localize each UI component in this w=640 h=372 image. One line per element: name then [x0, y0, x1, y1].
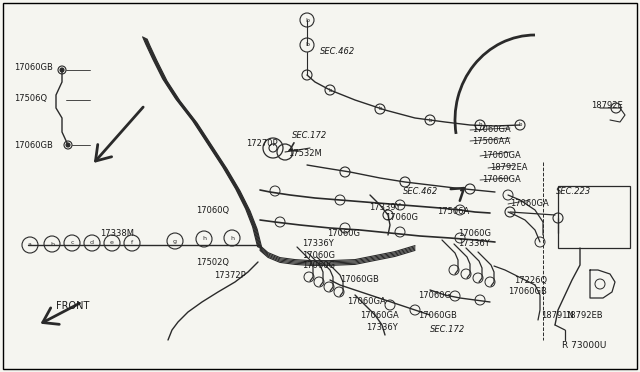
- Text: b: b: [305, 42, 309, 48]
- Text: b: b: [478, 122, 482, 128]
- Text: 17226Q: 17226Q: [514, 276, 547, 285]
- Circle shape: [66, 143, 70, 147]
- Text: 17060G: 17060G: [458, 228, 491, 237]
- Text: 17338M: 17338M: [100, 228, 134, 237]
- Text: 17060G: 17060G: [302, 260, 335, 269]
- Text: 18792E: 18792E: [591, 102, 623, 110]
- Text: 18791N: 18791N: [541, 311, 574, 321]
- Text: 17339Y: 17339Y: [369, 202, 401, 212]
- Text: 17060G: 17060G: [385, 214, 418, 222]
- Text: 17506Q: 17506Q: [14, 94, 47, 103]
- Text: h: h: [230, 235, 234, 241]
- Text: f: f: [131, 241, 133, 246]
- Text: 17060GB: 17060GB: [14, 64, 53, 73]
- Text: e: e: [110, 241, 114, 246]
- Text: 17336Y: 17336Y: [366, 324, 397, 333]
- Text: b: b: [328, 87, 332, 93]
- Text: 17060GA: 17060GA: [510, 199, 548, 208]
- Text: 17060Q: 17060Q: [196, 205, 229, 215]
- Text: SEC.462: SEC.462: [403, 187, 438, 196]
- Text: a: a: [28, 243, 32, 247]
- Text: SEC.223: SEC.223: [556, 187, 591, 196]
- Text: 17060GB: 17060GB: [14, 141, 53, 150]
- Text: b: b: [518, 122, 522, 128]
- Text: g: g: [173, 238, 177, 244]
- Text: 17336Y: 17336Y: [458, 238, 490, 247]
- Circle shape: [60, 68, 64, 72]
- Text: 17506AA: 17506AA: [472, 137, 510, 145]
- Text: 17060GB: 17060GB: [418, 311, 457, 320]
- Text: 17336Y: 17336Y: [302, 240, 333, 248]
- Text: FRONT: FRONT: [56, 301, 90, 311]
- Text: 17060GB: 17060GB: [340, 276, 379, 285]
- Text: h: h: [202, 237, 206, 241]
- Text: 17060GA: 17060GA: [482, 151, 521, 160]
- Text: d: d: [90, 241, 94, 246]
- Text: b: b: [305, 17, 309, 22]
- Text: 17060GA: 17060GA: [347, 298, 386, 307]
- Text: 17060GA: 17060GA: [482, 176, 521, 185]
- Text: 17502Q: 17502Q: [196, 259, 229, 267]
- Text: 17060G: 17060G: [302, 250, 335, 260]
- Text: R 73000U: R 73000U: [562, 341, 606, 350]
- Text: 17532M: 17532M: [288, 148, 322, 157]
- Text: b: b: [378, 106, 381, 112]
- Text: 17060GA: 17060GA: [360, 311, 399, 321]
- Text: b: b: [50, 241, 54, 247]
- Text: SEC.172: SEC.172: [430, 326, 465, 334]
- Text: 17060G: 17060G: [418, 291, 451, 299]
- Text: SEC.172: SEC.172: [292, 131, 327, 141]
- Text: SEC.462: SEC.462: [320, 48, 355, 57]
- Text: c: c: [70, 241, 74, 246]
- Text: 17060GA: 17060GA: [472, 125, 511, 135]
- Text: 17506A: 17506A: [437, 208, 469, 217]
- Text: 17372P: 17372P: [214, 272, 246, 280]
- Text: 17060G: 17060G: [327, 228, 360, 237]
- Text: 17270P: 17270P: [246, 138, 278, 148]
- Text: 18792EA: 18792EA: [490, 164, 527, 173]
- Text: b: b: [428, 118, 432, 122]
- Text: 17060GB: 17060GB: [508, 288, 547, 296]
- Text: 18792EB: 18792EB: [565, 311, 603, 321]
